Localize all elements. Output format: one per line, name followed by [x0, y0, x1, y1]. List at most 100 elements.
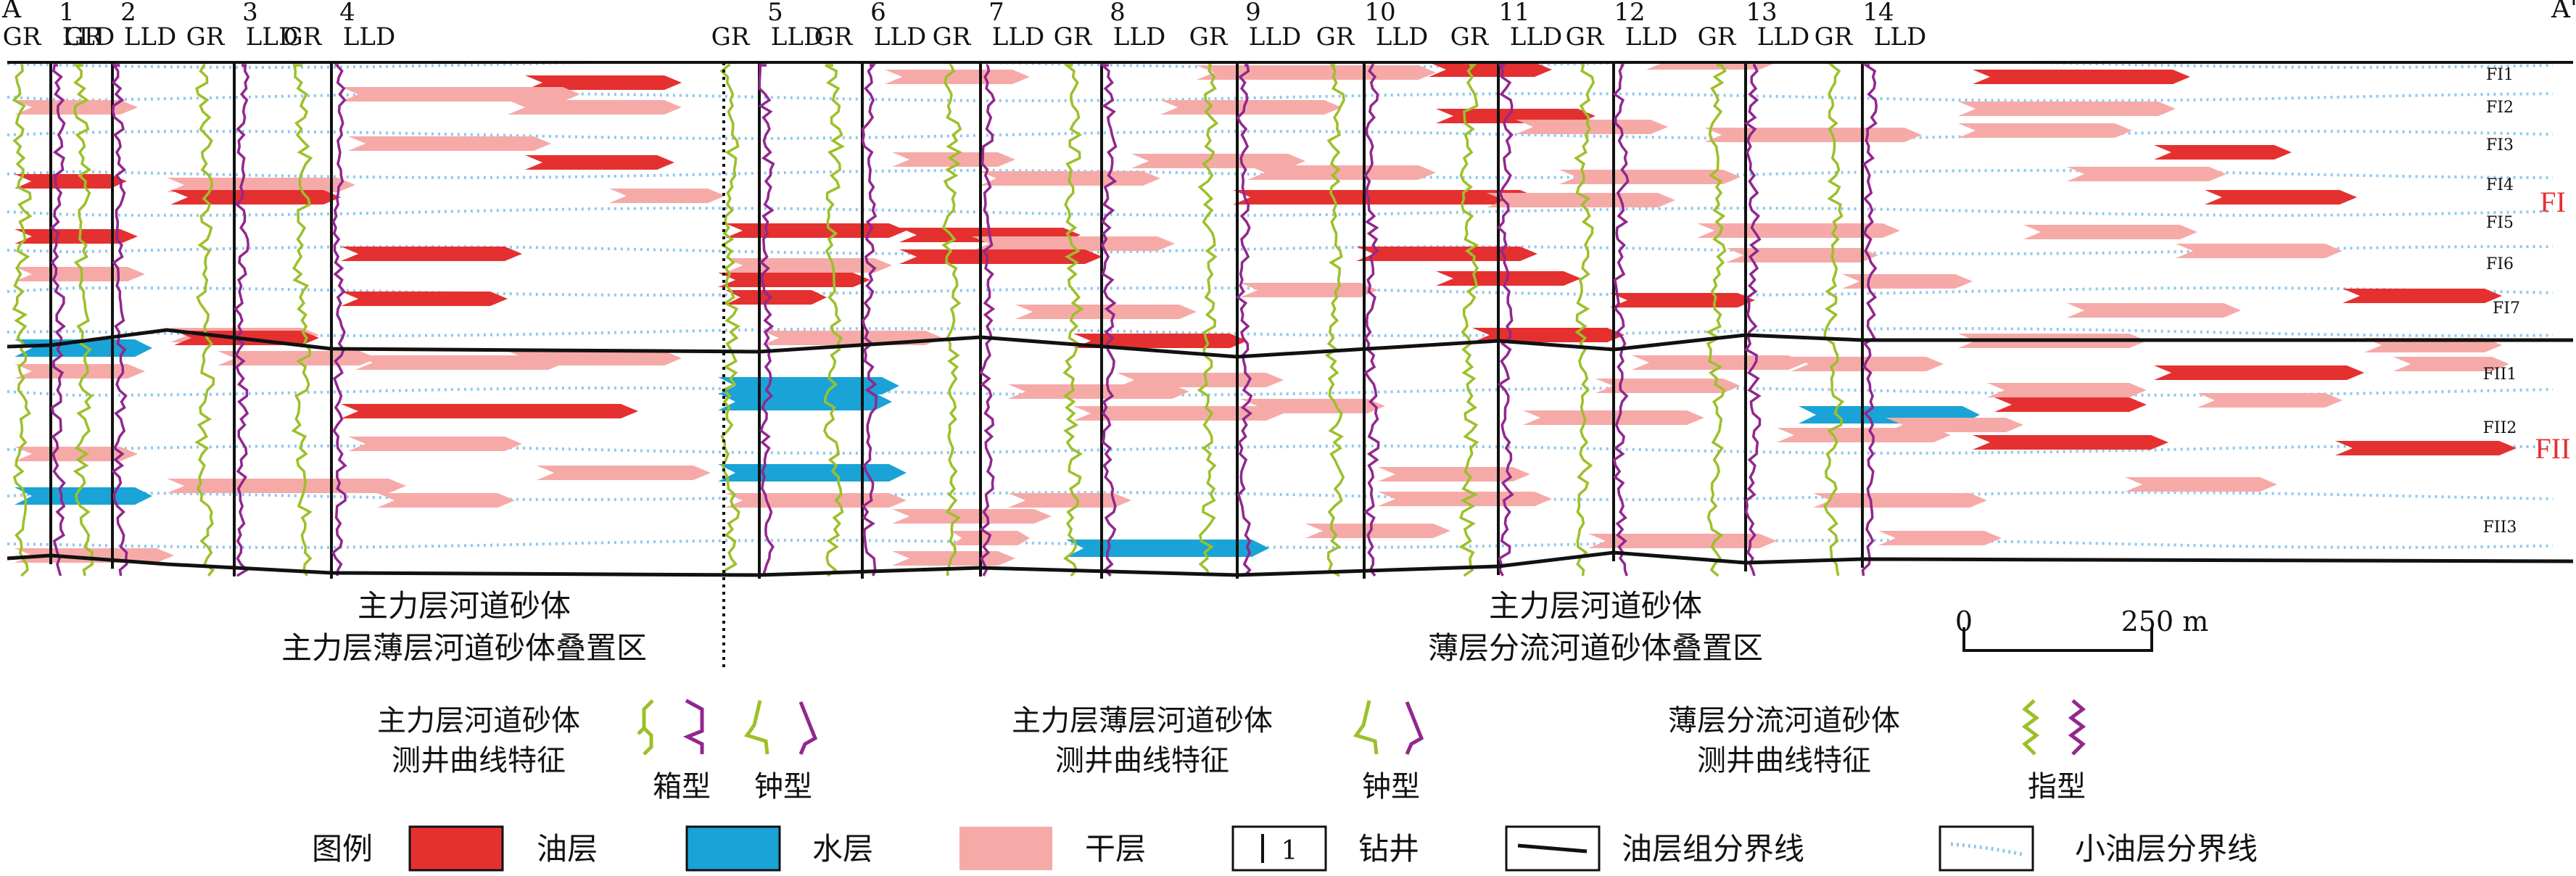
gr-label: GR — [933, 22, 972, 51]
sublayer-boundary-line — [7, 387, 2554, 397]
dry-layer-body — [1305, 524, 1450, 538]
dry-layer-body — [1247, 165, 1436, 180]
lld-label: LLD — [1757, 22, 1809, 51]
curve-main-line1: 主力层河道砂体 — [377, 704, 580, 737]
lld-log-curve — [979, 64, 996, 577]
legend: 图例 油层 水层 干层 1 钻井 油层组分界线 小油层分界线 — [312, 825, 2258, 872]
well-number-label: 12 — [1614, 0, 1645, 27]
group-label-fii: FII — [2535, 432, 2571, 465]
lld-label: LLD — [62, 22, 115, 51]
legend-sublayer-boundary-icon — [1950, 842, 2023, 856]
oil-layer-body — [1356, 247, 1537, 261]
lld-label: LLD — [1376, 22, 1428, 51]
legend-oil-swatch — [408, 825, 504, 872]
curve-main-type2: 钟型 — [754, 770, 812, 803]
legend-water-label: 水层 — [812, 831, 873, 867]
oil-layer-body — [1429, 62, 1552, 77]
dry-layer-body — [1813, 493, 1987, 508]
sublayer-label-fi7: FI7 — [2493, 299, 2520, 318]
sublayer-label-fii1: FII1 — [2483, 365, 2517, 384]
well-number-label: 14 — [1862, 0, 1894, 27]
curve-branch-line2: 测井曲线特征 — [1697, 744, 1871, 777]
gr-log-curve — [1574, 64, 1595, 577]
gr-log-curve — [12, 64, 33, 577]
gr-log-curve — [1197, 64, 1219, 577]
lld-label: LLD — [343, 22, 395, 51]
oil-layer-body — [1610, 293, 1755, 307]
well-number-label: 6 — [870, 0, 886, 27]
dry-layer-body — [15, 364, 145, 379]
zone-right-line1: 主力层河道砂体 — [1489, 588, 1702, 624]
gr-label: GR — [65, 22, 104, 51]
gr-log-curve — [1062, 64, 1084, 577]
oil-layer-body — [2154, 365, 2364, 380]
oil-layer-body — [2342, 289, 2502, 303]
sublayer-label-fi4: FI4 — [2486, 176, 2514, 194]
curve-main-type1: 箱型 — [653, 770, 711, 803]
legend-well-label: 钻井 — [1358, 831, 1419, 867]
dry-layer-body — [725, 493, 907, 508]
finger-gr-curve-icon — [2021, 699, 2040, 756]
dry-layer-body — [508, 351, 682, 365]
oil-layer-body — [341, 247, 522, 261]
oil-layer-body — [2335, 441, 2517, 455]
legend-dry-label: 干层 — [1085, 831, 1146, 867]
dry-layer-body — [508, 100, 682, 115]
oil-layer-body — [525, 75, 682, 90]
curve-thin-line1: 主力层薄层河道砂体 — [1012, 704, 1273, 737]
dry-layer-body — [1595, 379, 1741, 393]
water-layer-body — [718, 377, 899, 394]
oil-layer-body — [899, 249, 1102, 264]
gr-log-curve — [291, 64, 313, 577]
sublayer-label-fi2: FI2 — [2486, 99, 2514, 117]
gr-label: GR — [711, 22, 751, 51]
lld-log-curve — [1612, 64, 1630, 577]
bell-gr-curve-icon — [743, 700, 769, 755]
water-layer-body — [718, 464, 907, 482]
curve-main-line2: 测井曲线特征 — [392, 744, 566, 777]
gr-label: GR — [1698, 22, 1737, 51]
sand-bodies — [15, 62, 2517, 566]
dry-layer-body — [537, 466, 711, 480]
dry-layer-body — [341, 87, 580, 102]
dry-layer-body — [2125, 477, 2277, 492]
gr-label: GR — [3, 22, 42, 51]
gr-label: GR — [1189, 22, 1229, 51]
dry-layer-body — [885, 70, 1030, 84]
well-number-label: 8 — [1110, 0, 1126, 27]
sublayer-label-fii3: FII3 — [2483, 518, 2517, 537]
dry-layer-body — [1516, 120, 1668, 134]
oil-layer-body — [1073, 334, 1247, 348]
dry-layer-body — [1588, 534, 1777, 548]
gr-label: GR — [284, 22, 323, 51]
sublayer-label-fii2: FII2 — [2483, 419, 2517, 437]
lld-log-curve — [1363, 64, 1380, 577]
dry-layer-body — [1487, 193, 1675, 207]
dry-layer-body — [1791, 357, 1944, 371]
oil-layer-body — [718, 273, 870, 287]
lld-log-curve — [233, 64, 250, 577]
sublayer-label-fi3: FI3 — [2486, 136, 2514, 154]
gr-log-curve — [1458, 64, 1479, 577]
oil-layer-body — [341, 292, 508, 306]
dry-layer-body — [1559, 170, 1741, 184]
gr-log-curve — [194, 64, 215, 577]
gr-log-curve — [941, 64, 963, 577]
dry-layer-body — [15, 447, 138, 461]
log-curves — [12, 64, 1878, 577]
oil-layer-body — [2205, 190, 2357, 204]
gr-label: GR — [1815, 22, 1854, 51]
lld-log-curve — [50, 64, 66, 577]
dry-layer-body — [972, 236, 1175, 251]
dry-layer-body — [2023, 225, 2197, 239]
sublayer-label-fi5: FI5 — [2486, 214, 2514, 232]
dry-layer-body — [1842, 274, 1973, 289]
curve-type-legend: 主力层河道砂体 测井曲线特征 箱型 钟型 主力层薄层河道砂体 测井曲线特征 钟型… — [377, 698, 2086, 803]
lld-label: LLD — [124, 22, 176, 51]
lld-label: LLD — [874, 22, 926, 51]
oil-layer-body — [725, 290, 827, 305]
lld-log-curve — [758, 64, 775, 577]
gr-label: GR — [1316, 22, 1355, 51]
dry-layer-body — [2067, 303, 2241, 318]
